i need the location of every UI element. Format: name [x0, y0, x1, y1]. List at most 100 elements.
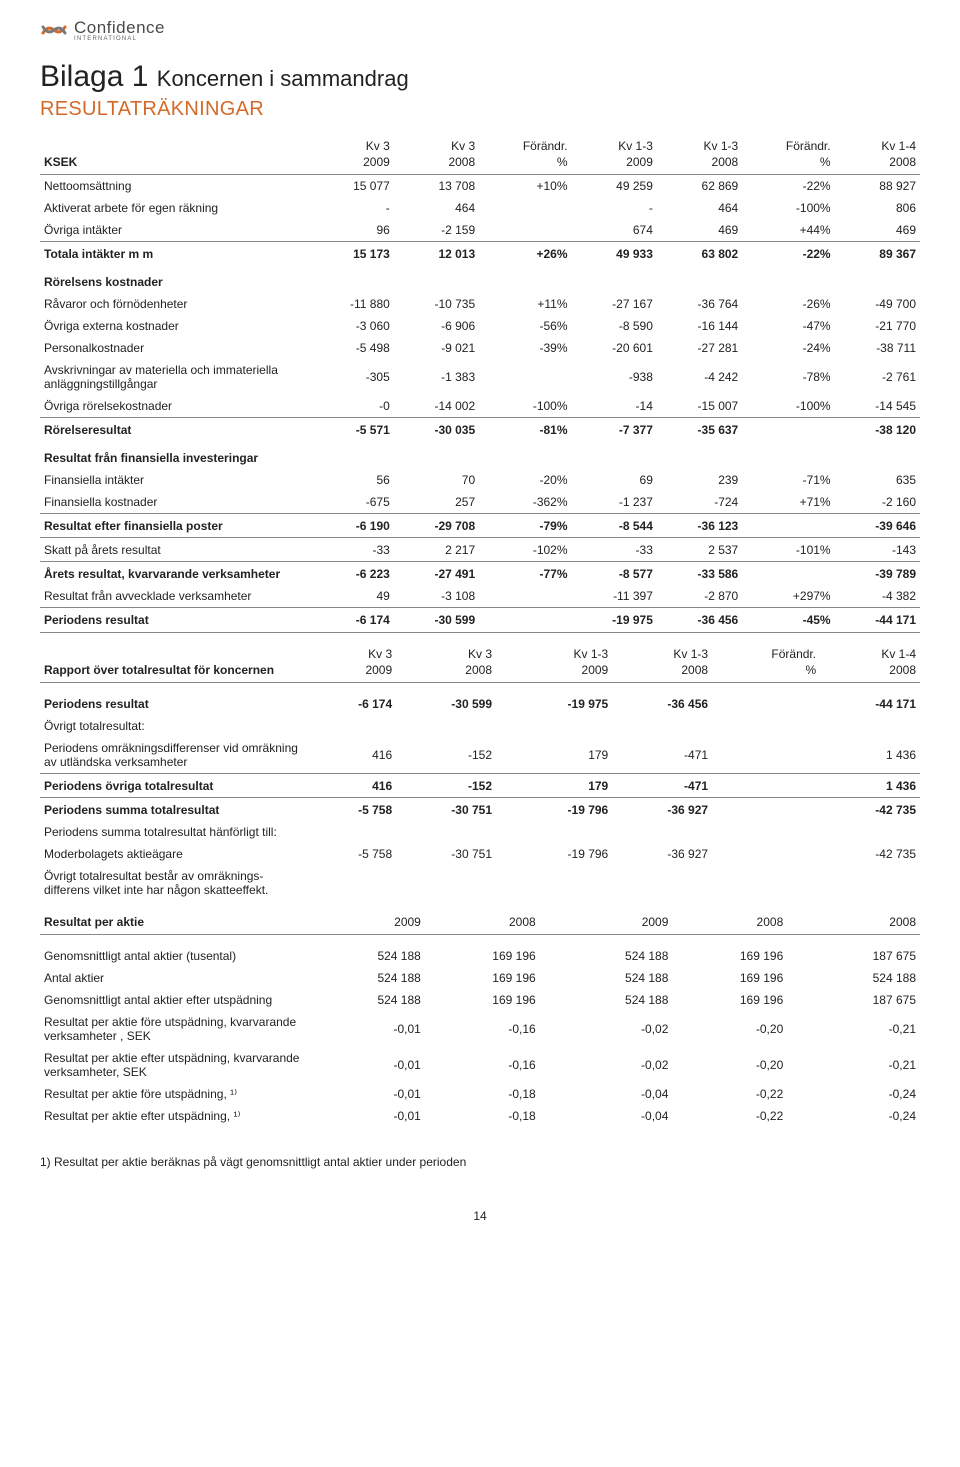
col-header-top: Förändr. [742, 137, 834, 153]
table-row: Rörelseresultat-5 571-30 035-81%-7 377-3… [40, 418, 920, 442]
table-cell [787, 1083, 805, 1105]
table-cell: -11 397 [572, 585, 657, 608]
table-cell: -100% [742, 197, 834, 219]
table-cell: -33 [310, 538, 394, 562]
table-cell [540, 935, 558, 968]
table-cell [540, 1105, 558, 1127]
table-cell: 469 [835, 219, 920, 242]
table-cell: 169 196 [672, 989, 787, 1011]
table-row: Resultat per aktie före utspädning, ¹⁾-0… [40, 1083, 920, 1105]
col-header: 2008 [672, 913, 787, 935]
table-row: Resultat per aktie efter utspädning, kva… [40, 1047, 920, 1083]
table-cell: -36 123 [657, 514, 742, 538]
table-cell: Råvaror och förnödenheter [40, 293, 310, 315]
table-cell: -0,01 [310, 1047, 425, 1083]
table-cell: -100% [479, 395, 571, 418]
col-header: Rapport över totalresultat för koncernen [40, 661, 310, 683]
col-header [787, 913, 805, 935]
table-cell: -71% [742, 469, 834, 491]
table-row: Aktiverat arbete för egen räkning-464-46… [40, 197, 920, 219]
col-header-top: Kv 3 [310, 645, 396, 661]
table-cell: -77% [479, 562, 571, 586]
logo-mark-icon [40, 20, 68, 40]
table-cell: -9 021 [394, 337, 479, 359]
col-header: 2008 [657, 153, 742, 175]
col-header: 2009 [558, 913, 673, 935]
table-cell: Årets resultat, kvarvarande verksamheter [40, 562, 310, 586]
brand-logo: Confidence INTERNATIONAL [40, 18, 920, 42]
col-header: 2008 [612, 661, 712, 683]
table-cell: 179 [512, 774, 612, 798]
table-cell [612, 715, 712, 737]
table-cell [479, 585, 571, 608]
table-cell: Periodens omräkningsdifferenser vid omrä… [40, 737, 310, 774]
col-header: 2008 [425, 913, 540, 935]
table-cell: +297% [742, 585, 834, 608]
table-cell [820, 865, 920, 901]
table-cell [394, 265, 479, 293]
table-cell: -0,20 [672, 1047, 787, 1083]
table-cell: -44 171 [835, 608, 920, 633]
table-cell [540, 1047, 558, 1083]
table-cell: -2 761 [835, 359, 920, 395]
table-cell: Aktiverat arbete för egen räkning [40, 197, 310, 219]
table-cell: Övriga intäkter [40, 219, 310, 242]
table-cell: -0,02 [558, 1011, 673, 1047]
table-cell: -0,16 [425, 1011, 540, 1047]
document-page: Confidence INTERNATIONAL Bilaga 1 Koncer… [0, 0, 960, 1253]
page-title: Bilaga 1 Koncernen i sammandrag [40, 60, 920, 94]
table-cell: -11 880 [310, 293, 394, 315]
table-cell: 169 196 [425, 967, 540, 989]
table-row: Periodens resultat-6 174-30 599-19 975-3… [40, 683, 920, 716]
table-cell: 63 802 [657, 242, 742, 266]
table-cell: -79% [479, 514, 571, 538]
table-cell: -36 456 [657, 608, 742, 633]
table-cell [612, 865, 712, 901]
table-cell: -30 599 [396, 683, 496, 716]
table-cell [394, 441, 479, 469]
table-cell: Resultat från avvecklade verksamheter [40, 585, 310, 608]
table-cell [572, 265, 657, 293]
table-cell: 239 [657, 469, 742, 491]
col-header: 2008 [805, 913, 920, 935]
table-cell: Resultat efter finansiella poster [40, 514, 310, 538]
income-statement-table: Kv 3Kv 3Förändr.Kv 1-3Kv 1-3Förändr.Kv 1… [40, 137, 920, 633]
col-header: 2009 [512, 661, 612, 683]
col-header-top: Kv 1-3 [612, 645, 712, 661]
table-cell: -15 007 [657, 395, 742, 418]
table-cell [396, 821, 496, 843]
col-header-top: Kv 1-3 [657, 137, 742, 153]
table-row: Övriga rörelsekostnader-0-14 002-100%-14… [40, 395, 920, 418]
table-row: Periodens summa totalresultat hänförligt… [40, 821, 920, 843]
table-cell: 187 675 [805, 935, 920, 968]
table-cell: 1 436 [820, 737, 920, 774]
table-cell [479, 608, 571, 633]
table-cell: Resultat per aktie efter utspädning, ¹⁾ [40, 1105, 310, 1127]
comprehensive-income-table: Kv 3Kv 3Kv 1-3Kv 1-3Förändr.Kv 1-4Rappor… [40, 645, 920, 901]
table-cell [479, 359, 571, 395]
col-header-top: Förändr. [712, 645, 820, 661]
table-cell: -16 144 [657, 315, 742, 337]
col-header-top: Kv 3 [394, 137, 479, 153]
table-cell: -0,02 [558, 1047, 673, 1083]
col-header-top: Kv 1-3 [572, 137, 657, 153]
table-cell: -20% [479, 469, 571, 491]
table-cell [612, 821, 712, 843]
col-header-top [40, 137, 310, 153]
table-cell: -0,01 [310, 1011, 425, 1047]
table-row: Periodens summa totalresultat-5 758-30 7… [40, 798, 920, 822]
table-cell: Resultat per aktie efter utspädning, kva… [40, 1047, 310, 1083]
table-row: Personalkostnader-5 498-9 021-39%-20 601… [40, 337, 920, 359]
col-header: 2009 [310, 153, 394, 175]
table-cell: -0,01 [310, 1105, 425, 1127]
table-cell [496, 715, 512, 737]
table-cell [479, 219, 571, 242]
table-cell [787, 935, 805, 968]
table-cell [540, 1011, 558, 1047]
table-cell: 13 708 [394, 175, 479, 198]
table-cell: -27 491 [394, 562, 479, 586]
table-cell: +10% [479, 175, 571, 198]
table-cell: -27 281 [657, 337, 742, 359]
table-cell: -42 735 [820, 798, 920, 822]
table-cell: -45% [742, 608, 834, 633]
